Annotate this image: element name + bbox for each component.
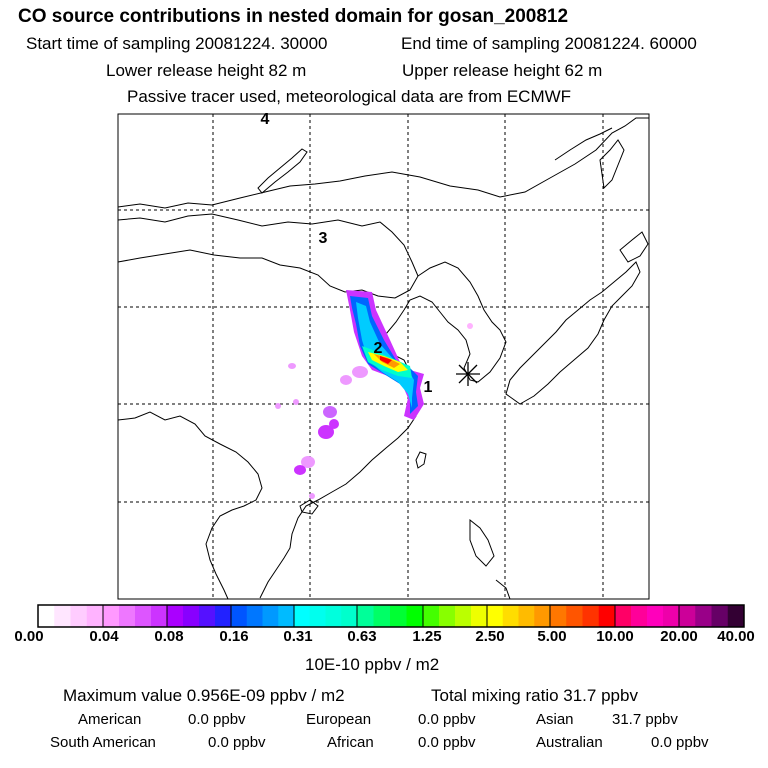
region-label-3: 3 [319, 230, 328, 247]
colorbar-swatch [294, 605, 311, 627]
colorbar-swatch [373, 605, 391, 627]
colorbar-tick: 0.16 [219, 628, 249, 645]
colorbar-swatch [309, 605, 326, 627]
colorbar-swatch [54, 605, 71, 627]
african-name: African [327, 734, 374, 751]
colorbar-unit-label: 10E-10 ppbv / m2 [305, 655, 440, 674]
colorbar-swatch [615, 605, 632, 627]
colorbar-tick: 0.63 [347, 628, 377, 645]
colorbar-swatch [406, 605, 424, 627]
south-american-value: 0.0 ppbv [208, 734, 266, 751]
colorbar-swatch [647, 605, 664, 627]
tracer-note: Passive tracer used, meteorological data… [127, 87, 572, 106]
australian-value: 0.0 ppbv [651, 734, 709, 751]
colorbar-swatch [439, 605, 456, 627]
map-coastlines [117, 117, 649, 600]
colorbar-swatch [357, 605, 374, 627]
colorbar-swatch [119, 605, 136, 627]
region-label-1: 1 [424, 379, 433, 396]
colorbar-swatch [70, 605, 88, 627]
figure-title: CO source contributions in nested domain… [18, 6, 569, 27]
colorbar-swatch [487, 605, 504, 627]
colorbar-tick: 2.50 [475, 628, 505, 645]
south-american-name: South American [50, 734, 156, 751]
colorbar-swatch [695, 605, 712, 627]
colorbar-tick: 5.00 [537, 628, 567, 645]
colorbar-swatch [727, 605, 745, 627]
map-graticule [118, 114, 649, 599]
colorbar-swatch [325, 605, 342, 627]
colorbar [37, 604, 745, 628]
african-value: 0.0 ppbv [418, 734, 476, 751]
upper-release-label: Upper release height 62 m [402, 61, 603, 80]
colorbar-swatch [663, 605, 680, 627]
source-plume [275, 290, 473, 499]
colorbar-tick: 0.31 [283, 628, 313, 645]
total-mixing-ratio-label: Total mixing ratio 31.7 ppbv [431, 686, 638, 705]
start-time-label: Start time of sampling 20081224. 30000 [26, 34, 328, 53]
colorbar-tick: 20.00 [660, 628, 698, 645]
colorbar-swatch [390, 605, 407, 627]
receptor-marker [456, 362, 480, 386]
colorbar-swatch [215, 605, 232, 627]
colorbar-tick: 40.00 [717, 628, 755, 645]
colorbar-border [37, 604, 745, 628]
australian-name: Australian [536, 734, 603, 751]
maximum-value-label: Maximum value 0.956E-09 ppbv / m2 [63, 686, 345, 705]
colorbar-swatch [502, 605, 519, 627]
colorbar-swatch [631, 605, 648, 627]
colorbar-swatch [582, 605, 600, 627]
american-value: 0.0 ppbv [188, 711, 246, 728]
asian-value: 31.7 ppbv [612, 711, 678, 728]
colorbar-swatch [231, 605, 248, 627]
colorbar-swatch [598, 605, 616, 627]
asian-name: Asian [536, 711, 574, 728]
colorbar-tick: 0.00 [14, 628, 44, 645]
colorbar-tick: 0.04 [89, 628, 119, 645]
colorbar-swatch [518, 605, 535, 627]
european-name: European [306, 711, 372, 728]
region-label-2: 2 [374, 340, 383, 357]
region-label-4: 4 [261, 111, 270, 128]
colorbar-swatch [278, 605, 295, 627]
colorbar-swatch [423, 605, 440, 627]
colorbar-tick: 10.00 [596, 628, 634, 645]
colorbar-swatch [151, 605, 168, 627]
colorbar-swatch [550, 605, 567, 627]
colorbar-swatch [534, 605, 551, 627]
colorbar-swatch [566, 605, 583, 627]
colorbar-tick: 0.08 [154, 628, 184, 645]
european-value: 0.0 ppbv [418, 711, 476, 728]
colorbar-swatch [135, 605, 152, 627]
colorbar-swatch [103, 605, 120, 627]
colorbar-swatch [262, 605, 279, 627]
colorbar-swatch [341, 605, 358, 627]
colorbar-swatch [711, 605, 729, 627]
colorbar-swatch [246, 605, 263, 627]
colorbar-swatch [167, 605, 184, 627]
end-time-label: End time of sampling 20081224. 60000 [401, 34, 697, 53]
colorbar-swatch [679, 605, 696, 627]
colorbar-swatch [471, 605, 488, 627]
colorbar-swatch [183, 605, 200, 627]
lower-release-label: Lower release height 82 m [106, 61, 307, 80]
colorbar-swatch [38, 605, 55, 627]
colorbar-swatch [199, 605, 216, 627]
colorbar-swatch [86, 605, 104, 627]
colorbar-tick: 1.25 [412, 628, 442, 645]
colorbar-swatch [455, 605, 472, 627]
american-name: American [78, 711, 142, 728]
